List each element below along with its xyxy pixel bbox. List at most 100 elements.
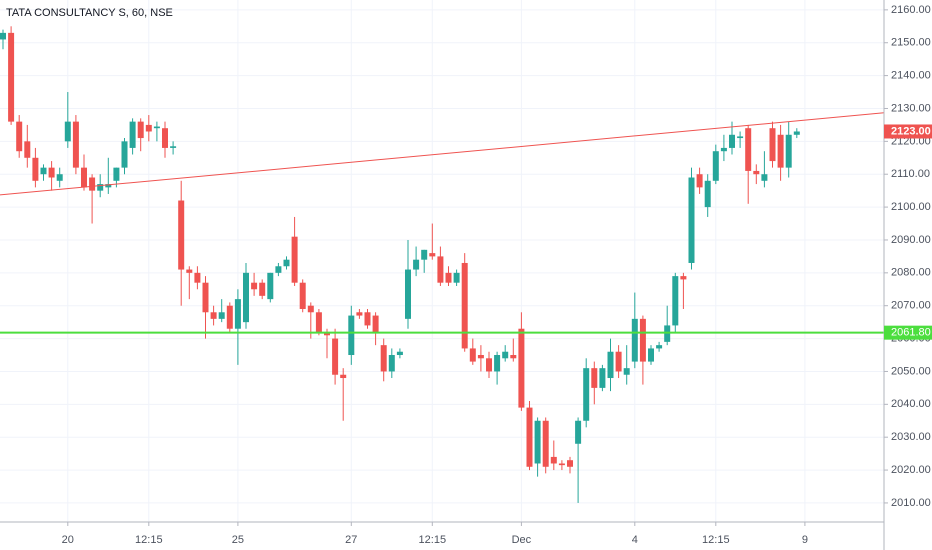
candle-body <box>421 249 428 260</box>
candle-body <box>494 355 501 372</box>
candle-body <box>218 312 225 319</box>
level-label: 2061.80 <box>891 327 931 339</box>
candle-body <box>534 420 541 464</box>
candle-body <box>648 348 654 362</box>
candle-body <box>267 272 274 300</box>
candle-body <box>672 276 679 326</box>
candle-body <box>591 368 598 388</box>
x-tick-label: 25 <box>232 534 244 546</box>
candle-body <box>24 141 31 158</box>
candle-body <box>486 358 492 372</box>
y-tick-label: 2130.00 <box>891 102 931 114</box>
candle-body <box>761 174 768 181</box>
candle-body <box>607 351 614 379</box>
y-tick-label: 2010.00 <box>891 497 931 509</box>
candle-body <box>137 121 144 139</box>
candle-body <box>405 269 411 319</box>
candle-body <box>502 351 509 359</box>
candle-body <box>388 355 395 372</box>
candle-body <box>56 174 63 181</box>
y-tick-label: 2050.00 <box>891 365 931 377</box>
candle-body <box>113 167 120 181</box>
candle-body <box>178 200 185 270</box>
x-tick-label: 12:15 <box>702 534 730 546</box>
candle-body <box>121 141 128 168</box>
candle-body <box>153 126 160 129</box>
candle-body <box>186 269 193 273</box>
candle-body <box>429 253 436 257</box>
y-tick-label: 2040.00 <box>891 398 931 410</box>
y-tick-label: 2090.00 <box>891 234 931 246</box>
candle-body <box>40 167 47 175</box>
y-tick-label: 2030.00 <box>891 431 931 443</box>
y-tick-label: 2080.00 <box>891 267 931 279</box>
y-tick-label: 2150.00 <box>891 37 931 49</box>
candle-body <box>777 134 784 168</box>
candle-body <box>396 351 403 356</box>
candle-body <box>210 312 217 319</box>
y-tick-label: 2070.00 <box>891 300 931 312</box>
candle-body <box>583 368 590 421</box>
candle-body <box>251 282 258 290</box>
candle-body <box>729 134 735 148</box>
overlay <box>0 112 885 334</box>
candle-body <box>283 259 290 267</box>
level-label-box <box>884 325 932 340</box>
candle-body <box>461 262 468 349</box>
candle-body <box>97 184 104 191</box>
candle-body <box>526 407 533 467</box>
candle-body <box>639 318 646 362</box>
candle-body <box>291 236 298 283</box>
axes: 2010.002020.002030.002040.002050.002060.… <box>62 4 932 546</box>
y-tick-label: 2020.00 <box>891 464 931 476</box>
x-tick-label: 9 <box>802 534 808 546</box>
trend-line <box>0 112 885 196</box>
candle-body <box>32 157 39 181</box>
candle-body <box>745 128 752 171</box>
candle-body <box>413 259 420 270</box>
candle-body <box>275 266 282 273</box>
candle-body <box>445 272 452 283</box>
candle-body <box>170 146 177 148</box>
candle-body <box>348 315 355 356</box>
candle-body <box>656 345 663 349</box>
candle-body <box>737 136 744 139</box>
candle-body <box>145 124 152 132</box>
candle-body <box>631 318 638 362</box>
y-tick-label: 2140.00 <box>891 70 931 82</box>
candle-body <box>81 167 87 188</box>
candle-body <box>688 177 695 263</box>
y-tick-label: 2100.00 <box>891 201 931 213</box>
candle-body <box>202 282 209 313</box>
candle-body <box>696 174 703 188</box>
candle-body <box>477 355 484 359</box>
candle-body <box>680 276 687 280</box>
x-tick-label: 12:15 <box>419 534 447 546</box>
candle-body <box>599 368 606 388</box>
candle-body <box>453 272 460 283</box>
candle-body <box>712 151 719 181</box>
x-tick-label: 20 <box>62 534 74 546</box>
candle-body <box>226 305 233 329</box>
candle-body <box>8 32 15 122</box>
candle-body <box>89 177 96 191</box>
last-price-box <box>884 124 932 139</box>
candle-body <box>704 180 711 208</box>
candle-body <box>558 463 565 466</box>
candle-body <box>243 272 249 323</box>
candle-body <box>510 355 517 359</box>
candle-body <box>356 312 363 316</box>
candle-body <box>623 368 630 375</box>
candle-body <box>793 131 800 135</box>
candle-body <box>615 351 622 372</box>
candle-body <box>769 128 776 162</box>
candle-body <box>72 121 79 168</box>
candle-body <box>785 134 792 168</box>
chart-title: TATA CONSULTANCY S, 60, NSE <box>6 7 173 19</box>
y-tick-label: 2160.00 <box>891 4 931 16</box>
x-tick-label: 12:15 <box>135 534 163 546</box>
candle-body <box>259 282 266 296</box>
y-tick-label: 2110.00 <box>891 168 930 180</box>
